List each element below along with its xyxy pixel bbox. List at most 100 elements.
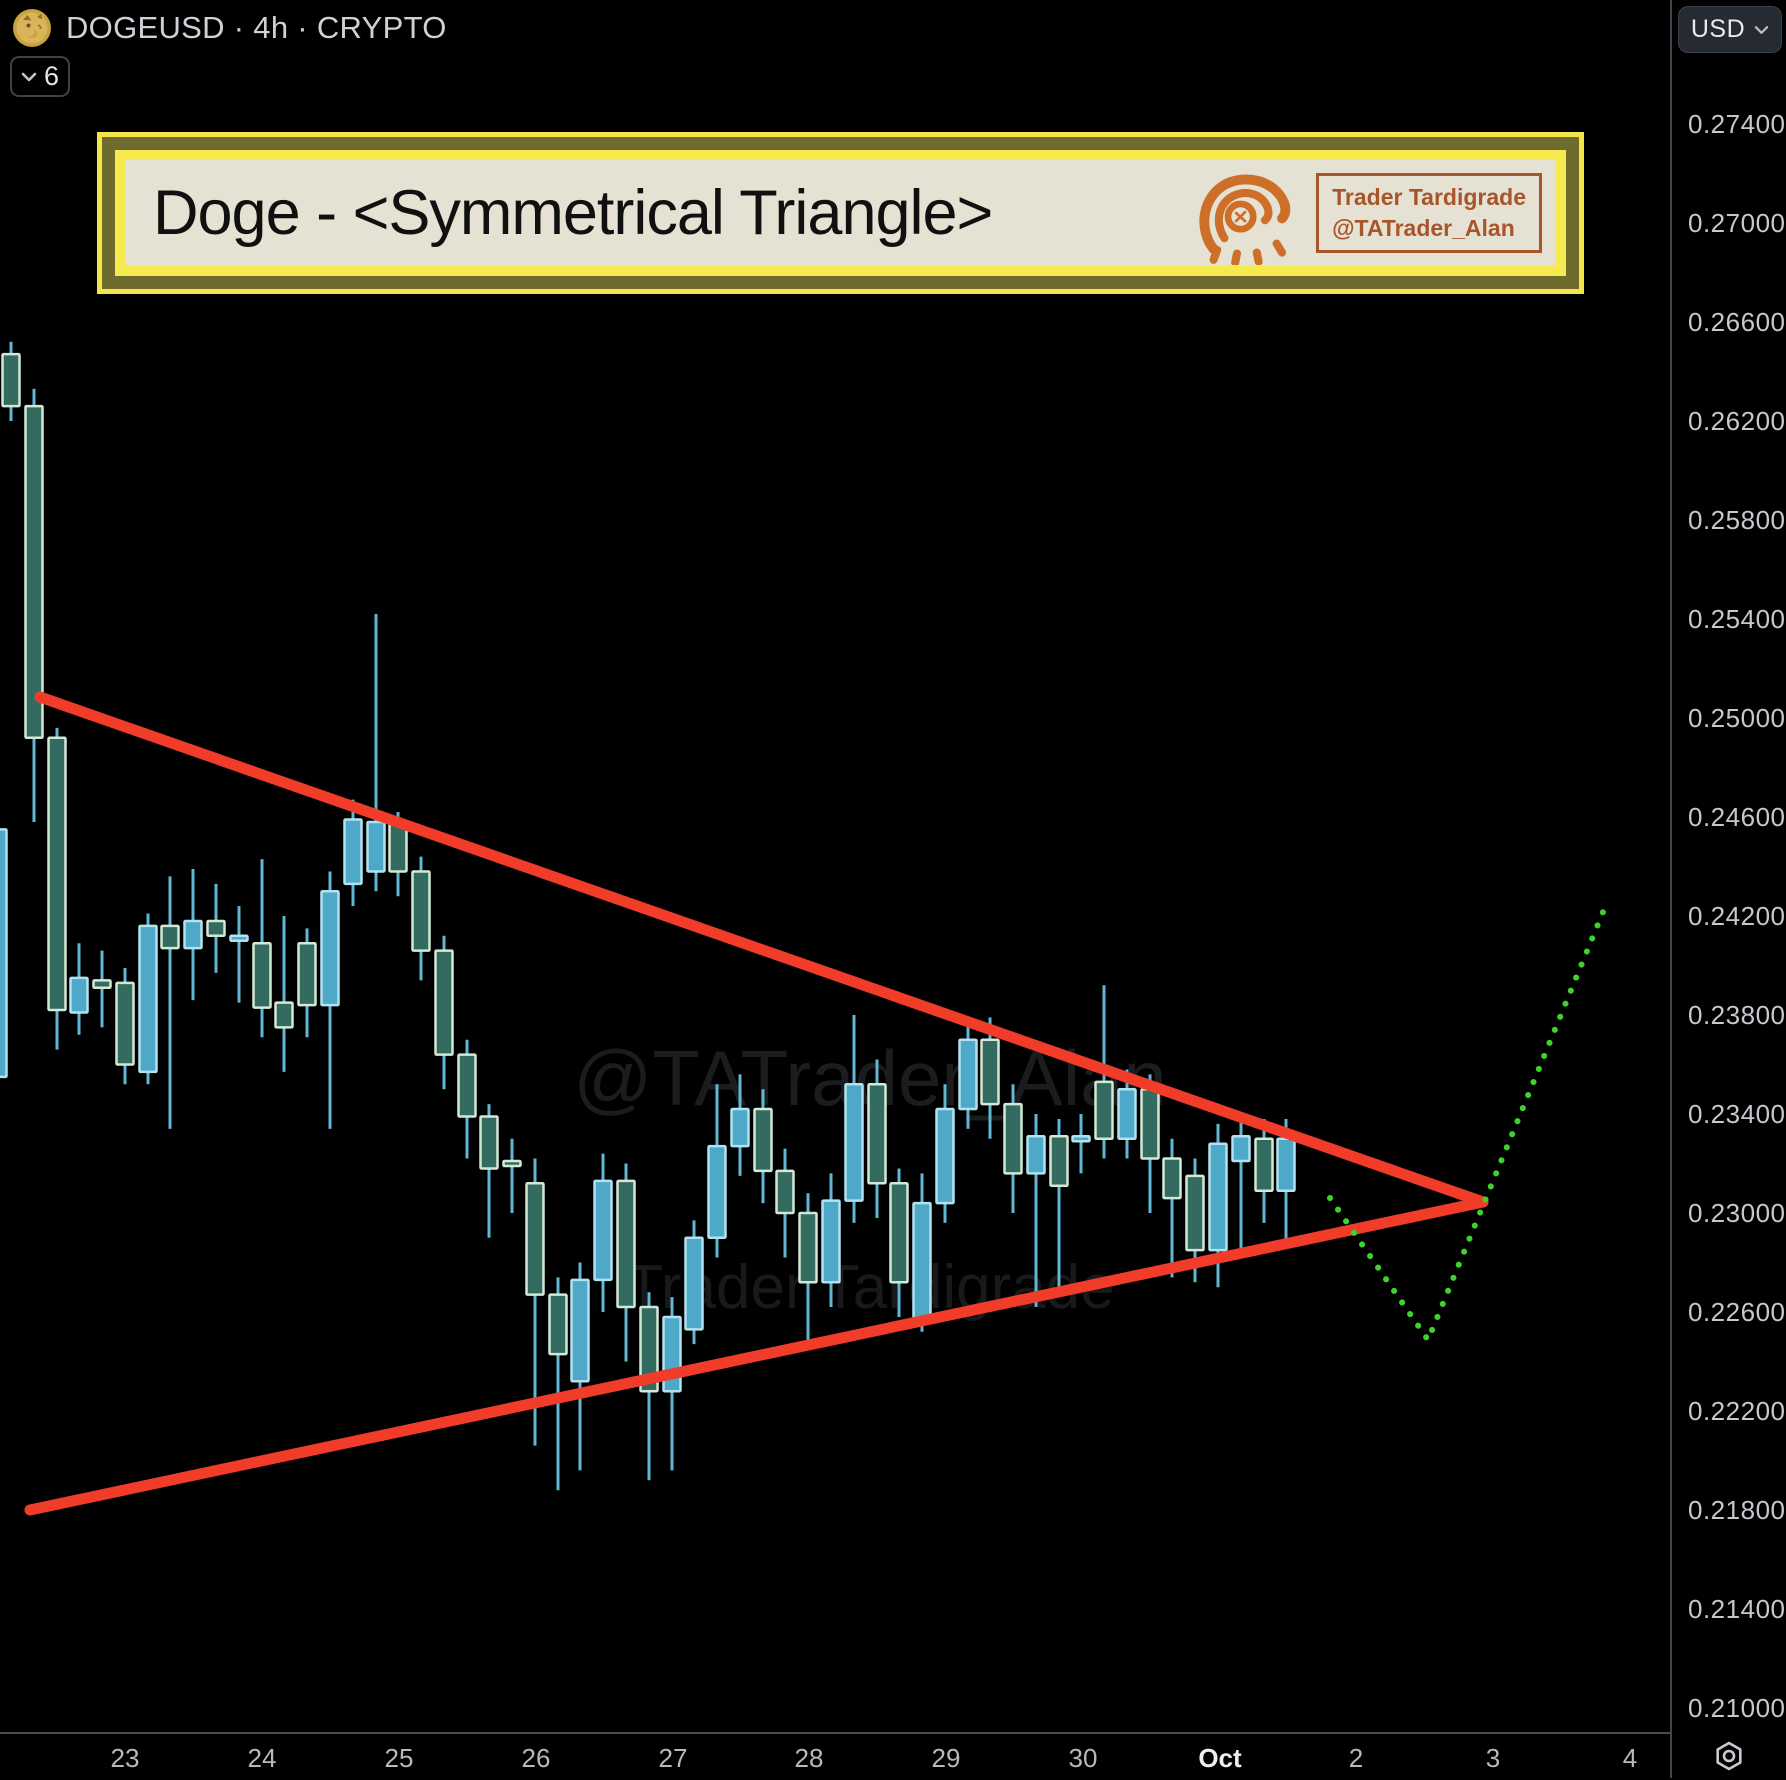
candle [388, 812, 408, 897]
price-tick-label: 0.26600 [1688, 307, 1786, 337]
candle [229, 906, 249, 1003]
credit-box: Trader Tardigrade @TATrader_Alan [1316, 172, 1542, 254]
time-tick-label: 26 [521, 1743, 551, 1773]
candle [320, 871, 340, 1129]
candle [411, 856, 431, 981]
candle [548, 1277, 568, 1491]
price-tick-label: 0.25800 [1688, 505, 1786, 535]
candle [1026, 1114, 1046, 1308]
candle [616, 1163, 636, 1362]
candle [92, 950, 112, 1028]
banner-content: Doge - <Symmetrical Triangle> Trader Tar… [125, 160, 1556, 266]
price-tick-label: 0.23800 [1688, 1000, 1786, 1030]
candle [570, 1262, 590, 1471]
candle [24, 388, 44, 822]
candle [1231, 1114, 1251, 1258]
candle [297, 928, 317, 1038]
price-tick-label: 0.26200 [1688, 406, 1786, 436]
chevron-down-icon [21, 72, 37, 81]
price-axis[interactable]: 0.27400 0.27000 0.26600 0.26200 0.25800 0.254… [1670, 0, 1786, 1778]
candle [1140, 1074, 1160, 1213]
candle [1, 341, 21, 421]
time-tick-label: Oct [1198, 1743, 1242, 1773]
candle [252, 859, 272, 1038]
candle [206, 883, 226, 973]
candle [730, 1074, 750, 1176]
banner-title: Doge - <Symmetrical Triangle> [153, 178, 993, 248]
candle [889, 1168, 909, 1317]
candle [366, 614, 386, 892]
objects-count: 6 [43, 61, 60, 91]
time-tick-label: 27 [658, 1743, 688, 1773]
credit-line1: Trader Tardigrade [1332, 183, 1526, 210]
projection-path[interactable] [1327, 909, 1606, 1343]
time-tick-label: 4 [1622, 1743, 1638, 1773]
time-tick-label: 3 [1485, 1743, 1501, 1773]
currency-selector[interactable]: USD [1678, 6, 1782, 53]
time-tick-label: 2 [1348, 1743, 1364, 1773]
time-tick-label: 24 [247, 1743, 277, 1773]
price-tick-label: 0.23000 [1688, 1198, 1786, 1228]
objects-tree-button[interactable]: 6 [10, 56, 70, 97]
candle [1162, 1138, 1182, 1278]
candle [502, 1138, 522, 1213]
banner-border-inner: Doge - <Symmetrical Triangle> Trader Tar… [115, 150, 1566, 276]
price-tick-label: 0.27400 [1688, 109, 1786, 139]
candle [69, 943, 89, 1035]
candle [1071, 1114, 1091, 1174]
candle [912, 1173, 932, 1332]
candle [183, 868, 203, 1001]
price-tick-label: 0.22600 [1688, 1297, 1786, 1327]
gear-icon[interactable] [1712, 1739, 1746, 1778]
price-tick-label: 0.24200 [1688, 901, 1786, 931]
candle [980, 1017, 1000, 1139]
lower-trendline[interactable] [24, 1196, 1489, 1516]
candle [343, 799, 363, 907]
candle [958, 1017, 978, 1129]
banner-border: Doge - <Symmetrical Triangle> Trader Tar… [102, 137, 1579, 289]
price-tick-label: 0.24600 [1688, 802, 1786, 832]
candle [47, 727, 67, 1050]
price-tick-label: 0.21400 [1688, 1594, 1786, 1624]
time-tick-label: 30 [1068, 1743, 1098, 1773]
symbol-header[interactable]: DOGEUSD · 4h · CRYPTO [12, 8, 447, 48]
price-tick-label: 0.21800 [1688, 1495, 1786, 1525]
candle [434, 935, 454, 1090]
candle [639, 1292, 659, 1481]
candle [1117, 1069, 1137, 1159]
price-tick-label: 0.25000 [1688, 703, 1786, 733]
candle [798, 1193, 818, 1342]
chevron-down-icon [1754, 25, 1769, 34]
time-axis[interactable]: 23 24 25 26 27 28 29 30 Oct 2 3 4 [0, 1732, 1670, 1780]
candle [662, 1297, 682, 1471]
candle [160, 876, 180, 1129]
tardigrade-logo-icon [1199, 174, 1291, 265]
candle [684, 1220, 704, 1345]
annotation-banner[interactable]: Doge - <Symmetrical Triangle> Trader Tar… [97, 132, 1584, 294]
time-tick-label: 29 [931, 1743, 961, 1773]
price-tick-label: 0.22200 [1688, 1396, 1786, 1426]
dogecoin-icon [13, 9, 51, 47]
candle [1049, 1118, 1069, 1298]
candle [1003, 1084, 1023, 1213]
price-tick-label: 0.25400 [1688, 604, 1786, 634]
candle [1254, 1118, 1274, 1223]
candle [479, 1104, 499, 1238]
upper-trendline[interactable] [34, 691, 1489, 1208]
candle [593, 1153, 613, 1312]
candlestick-chart[interactable] [0, 0, 1670, 1732]
candle [274, 916, 294, 1072]
candle [0, 828, 8, 1079]
credit-line2: @TATrader_Alan [1332, 215, 1515, 241]
candle [935, 1084, 955, 1223]
candle [707, 1084, 727, 1258]
candle [844, 1015, 864, 1223]
price-tick-label: 0.27000 [1688, 208, 1786, 238]
candle [115, 967, 135, 1085]
candle [753, 1089, 773, 1204]
candle [457, 1039, 477, 1159]
price-tick-label: 0.23400 [1688, 1099, 1786, 1129]
price-tick-label: 0.21000 [1688, 1693, 1786, 1723]
candle [867, 1059, 887, 1218]
currency-label: USD [1690, 15, 1746, 43]
